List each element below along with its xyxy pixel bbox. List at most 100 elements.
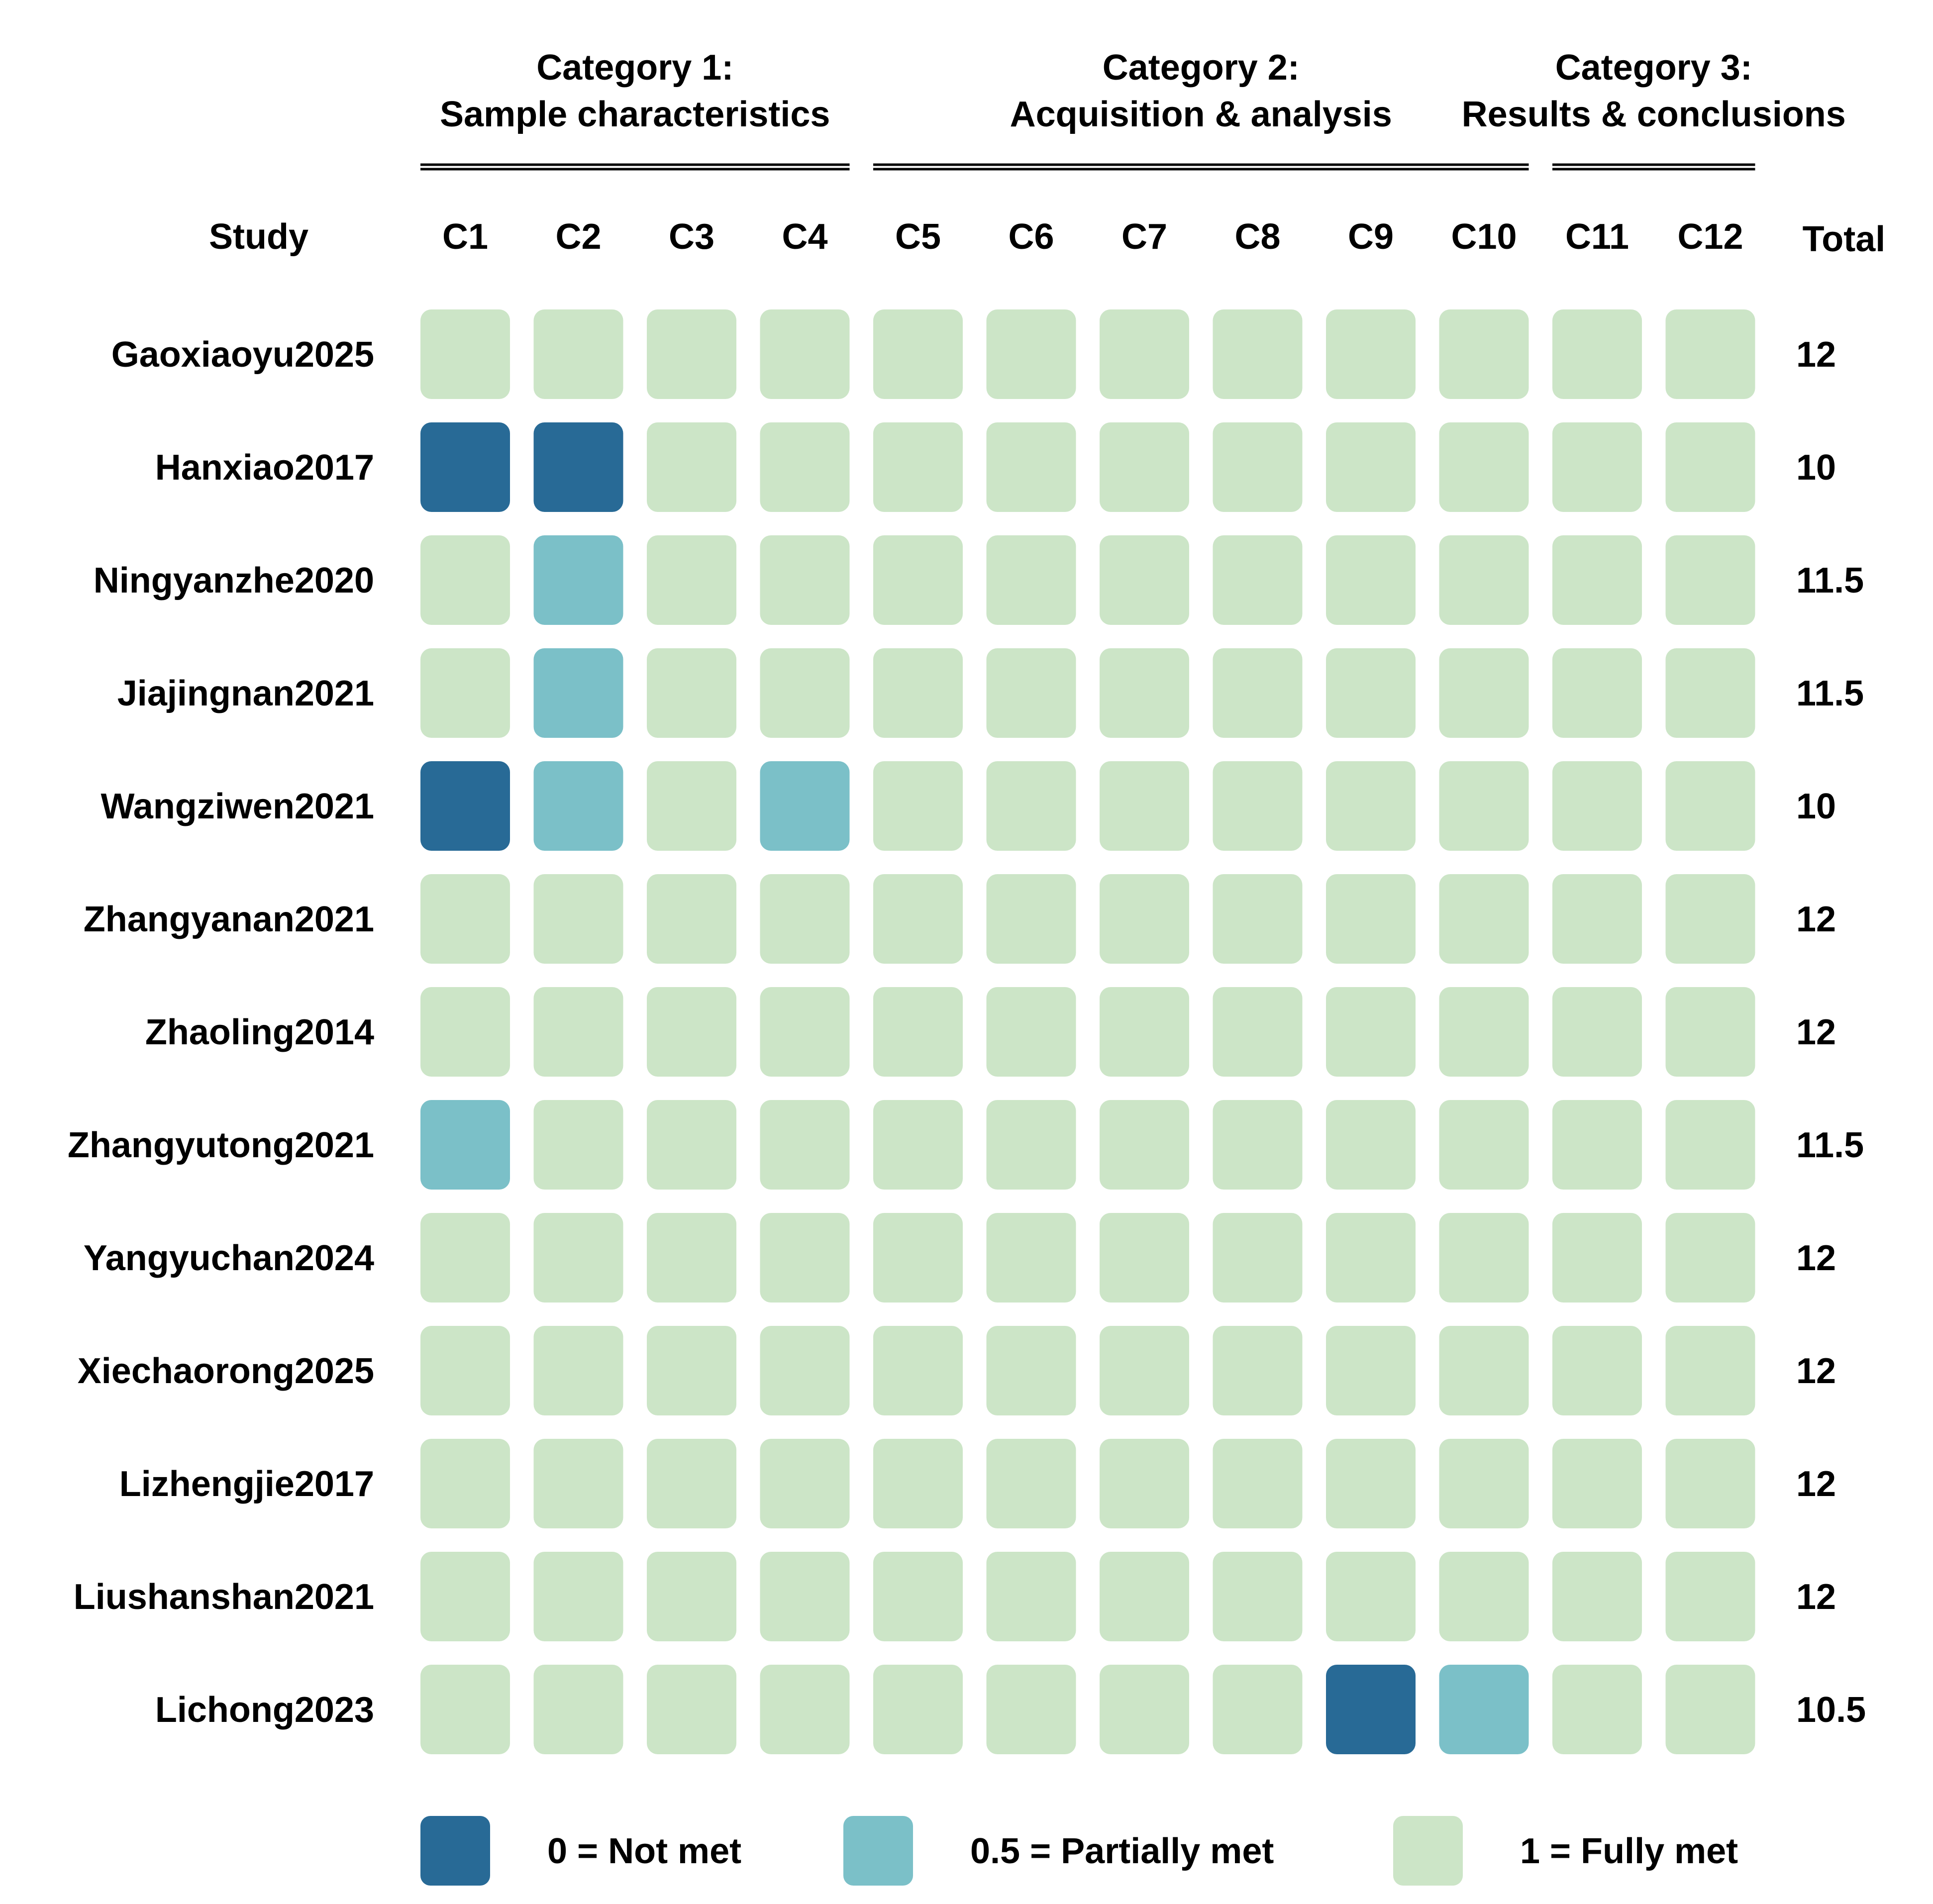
score-cell-c1 xyxy=(420,761,510,851)
column-header-c12: C12 xyxy=(1677,217,1743,257)
score-cell-c7 xyxy=(1100,648,1189,738)
study-row: Lichong2023 10.5 xyxy=(155,1665,1866,1754)
score-cell-c4 xyxy=(760,987,850,1077)
study-label: Zhangyutong2021 xyxy=(68,1125,374,1165)
score-cell-c11 xyxy=(1552,1552,1642,1641)
score-cell-c3 xyxy=(647,761,736,851)
column-header-c8: C8 xyxy=(1234,217,1280,257)
score-cell-c7 xyxy=(1100,422,1189,512)
score-cell-c7 xyxy=(1100,535,1189,625)
score-cell-c12 xyxy=(1665,874,1755,964)
score-cell-c9 xyxy=(1326,1552,1416,1641)
score-cell-c3 xyxy=(647,1326,736,1415)
legend-swatch-2 xyxy=(1393,1816,1463,1886)
score-cell-c5 xyxy=(873,761,963,851)
score-cell-c8 xyxy=(1213,648,1303,738)
score-cell-c10 xyxy=(1439,874,1529,964)
score-cell-c10 xyxy=(1439,309,1529,399)
score-cell-c9 xyxy=(1326,1326,1416,1415)
score-cell-c12 xyxy=(1665,309,1755,399)
column-header-c2: C2 xyxy=(555,217,601,257)
study-label: Ningyanzhe2020 xyxy=(94,561,374,601)
score-cell-c10 xyxy=(1439,422,1529,512)
score-cell-c5 xyxy=(873,1665,963,1754)
score-cell-c9 xyxy=(1326,761,1416,851)
score-cell-c5 xyxy=(873,1100,963,1190)
score-cell-c12 xyxy=(1665,1665,1755,1754)
score-cell-c4 xyxy=(760,1100,850,1190)
score-cell-c1 xyxy=(420,1552,510,1641)
total-value: 11.5 xyxy=(1796,674,1864,713)
total-header: Total xyxy=(1803,219,1886,259)
score-cell-c10 xyxy=(1439,1326,1529,1415)
category-headers: Category 1: Sample characteristics Categor… xyxy=(420,48,1846,171)
score-cell-c1 xyxy=(420,874,510,964)
score-cell-c12 xyxy=(1665,535,1755,625)
score-cell-c10 xyxy=(1439,761,1529,851)
score-cell-c3 xyxy=(647,987,736,1077)
score-cell-c6 xyxy=(986,761,1076,851)
column-header-c3: C3 xyxy=(669,217,714,257)
score-cell-c9 xyxy=(1326,987,1416,1077)
score-cell-c3 xyxy=(647,874,736,964)
score-cell-c7 xyxy=(1100,1439,1189,1528)
score-cell-c2 xyxy=(533,1439,623,1528)
score-cell-c11 xyxy=(1552,1213,1642,1303)
score-cell-c3 xyxy=(647,1665,736,1754)
study-label: Wangziwen2021 xyxy=(101,787,375,826)
score-cell-c3 xyxy=(647,422,736,512)
score-cell-c6 xyxy=(986,1665,1076,1754)
category-3-title: Category 3: xyxy=(1555,48,1752,88)
study-label: Jiajingnan2021 xyxy=(117,674,374,713)
column-header-c6: C6 xyxy=(1008,217,1054,257)
score-cell-c11 xyxy=(1552,987,1642,1077)
column-header-c5: C5 xyxy=(895,217,941,257)
score-cell-c10 xyxy=(1439,987,1529,1077)
score-cell-c1 xyxy=(420,309,510,399)
score-cell-c9 xyxy=(1326,535,1416,625)
score-cell-c2 xyxy=(533,648,623,738)
score-cell-c2 xyxy=(533,1213,623,1303)
study-label: Liushanshan2021 xyxy=(74,1577,374,1617)
score-cell-c4 xyxy=(760,1213,850,1303)
score-cell-c10 xyxy=(1439,1665,1529,1754)
score-cell-c9 xyxy=(1326,1100,1416,1190)
score-cell-c1 xyxy=(420,987,510,1077)
score-cell-c6 xyxy=(986,987,1076,1077)
score-cell-c3 xyxy=(647,535,736,625)
score-cell-c12 xyxy=(1665,1100,1755,1190)
score-cell-c3 xyxy=(647,1552,736,1641)
score-cell-c1 xyxy=(420,422,510,512)
legend-label-0: 0 = Not met xyxy=(547,1831,741,1871)
score-cell-c11 xyxy=(1552,1326,1642,1415)
legend-label-1: 0.5 = Partially met xyxy=(970,1831,1274,1871)
score-cell-c8 xyxy=(1213,1100,1303,1190)
total-value: 12 xyxy=(1796,1012,1836,1052)
study-row: Jiajingnan2021 11.5 xyxy=(117,648,1864,738)
column-header-c1: C1 xyxy=(442,217,488,257)
score-cell-c5 xyxy=(873,1213,963,1303)
column-header-c9: C9 xyxy=(1348,217,1394,257)
study-label: Xiechaorong2025 xyxy=(78,1351,374,1391)
total-value: 10 xyxy=(1796,787,1836,826)
score-cell-c8 xyxy=(1213,309,1303,399)
score-cell-c9 xyxy=(1326,648,1416,738)
score-cell-c3 xyxy=(647,309,736,399)
score-cell-c2 xyxy=(533,309,623,399)
column-header-c4: C4 xyxy=(782,217,827,257)
score-cell-c12 xyxy=(1665,1439,1755,1528)
score-cell-c1 xyxy=(420,1213,510,1303)
total-value: 12 xyxy=(1796,335,1836,375)
score-cell-c8 xyxy=(1213,874,1303,964)
score-cell-c5 xyxy=(873,987,963,1077)
score-cell-c2 xyxy=(533,1552,623,1641)
study-rows: Gaoxiaoyu2025 12 Hanxiao2017 10 Ningyanzhe20… xyxy=(68,309,1866,1754)
study-label: Zhaoling2014 xyxy=(145,1012,374,1052)
category-2-title: Category 2: xyxy=(1103,48,1300,88)
category-1-subtitle: Sample characteristics xyxy=(440,95,830,134)
study-row: Hanxiao2017 10 xyxy=(155,422,1836,512)
score-cell-c3 xyxy=(647,1439,736,1528)
score-cell-c11 xyxy=(1552,1439,1642,1528)
score-cell-c8 xyxy=(1213,1213,1303,1303)
score-cell-c6 xyxy=(986,1100,1076,1190)
